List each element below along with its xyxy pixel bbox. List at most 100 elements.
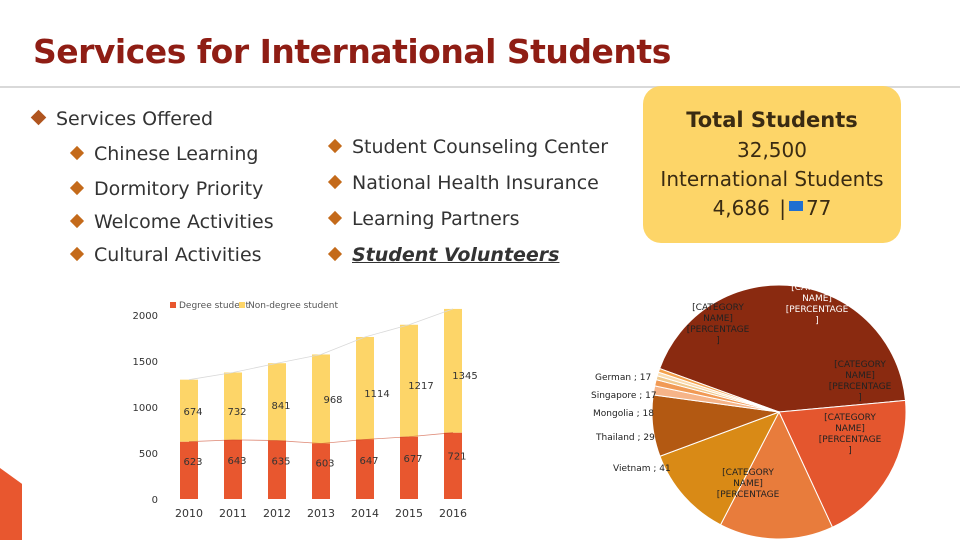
bar-degree-2013 bbox=[312, 443, 330, 499]
service-item-partners: Learning Partners bbox=[327, 208, 520, 230]
diamond-bullet-icon bbox=[327, 138, 343, 154]
bar-degree-2011 bbox=[224, 439, 242, 499]
y-tick-label: 1000 bbox=[133, 403, 158, 414]
total-students-heading: Total Students bbox=[686, 108, 858, 132]
pie-label-line: [PERCENTAGE bbox=[829, 382, 892, 392]
corner-accent bbox=[0, 468, 22, 540]
legend-label: Non-degree student bbox=[248, 301, 338, 311]
international-students-row: 4,686 | 77 bbox=[712, 196, 832, 220]
pie-label-line: NAME] bbox=[703, 314, 733, 324]
diamond-bullet-icon bbox=[327, 246, 343, 262]
pie-label-line: ] bbox=[848, 446, 852, 456]
services-heading-label: Services Offered bbox=[56, 108, 214, 130]
degree-trend-line bbox=[188, 432, 454, 444]
diamond-bullet-icon bbox=[30, 109, 47, 126]
data-label-non-degree: 841 bbox=[271, 401, 290, 412]
legend-label: Degree student bbox=[179, 301, 249, 311]
service-item-counseling: Student Counseling Center bbox=[327, 136, 609, 158]
bar-non-degree-2013 bbox=[312, 354, 330, 444]
bar-degree-2010 bbox=[180, 441, 198, 499]
country-count: 77 bbox=[805, 196, 832, 220]
legend-swatch bbox=[239, 302, 245, 308]
pie-label: [CATEGORY NAME] [PERCENTAGE] bbox=[819, 413, 882, 456]
data-label-degree: 603 bbox=[315, 458, 334, 469]
pie-slice bbox=[659, 284, 907, 413]
pie-label: [CATEGORY NAME] [PERCENTAGE] bbox=[687, 303, 750, 346]
service-item-cultural: Cultural Activities bbox=[69, 244, 262, 266]
pie-label-thailand: Thailand ; 29 bbox=[595, 433, 655, 443]
service-label: Chinese Learning bbox=[94, 143, 259, 165]
service-item-insurance: National Health Insurance bbox=[327, 172, 599, 194]
data-label-non-degree: 674 bbox=[183, 407, 202, 418]
x-tick-label: 2011 bbox=[219, 507, 247, 520]
pie-label-line: [CATEGORY bbox=[834, 360, 886, 370]
bar-degree-2015 bbox=[400, 436, 418, 499]
service-label: Dormitory Priority bbox=[94, 178, 264, 200]
pie-label-line: ] bbox=[858, 393, 862, 403]
diamond-bullet-icon bbox=[327, 210, 343, 226]
x-tick-label: 2013 bbox=[307, 507, 335, 520]
pie-label-line: [PERCENTAGE bbox=[717, 490, 780, 500]
pie-label-line: ] bbox=[815, 316, 819, 326]
pie-label-vietnam: Vietnam ; 41 bbox=[613, 464, 671, 474]
pie-label-line: ] bbox=[716, 336, 720, 346]
data-label-non-degree: 732 bbox=[227, 407, 246, 418]
data-label-non-degree: 1345 bbox=[452, 371, 477, 382]
pie-slice bbox=[659, 411, 781, 526]
services-heading: Services Offered bbox=[30, 108, 214, 130]
service-label: Welcome Activities bbox=[94, 211, 274, 233]
bar-non-degree-2014 bbox=[356, 336, 374, 440]
service-label: Student Counseling Center bbox=[352, 136, 609, 158]
data-label-non-degree: 1114 bbox=[364, 389, 389, 400]
data-label-degree: 677 bbox=[403, 454, 422, 465]
service-item-volunteers: Student Volunteers bbox=[327, 244, 560, 266]
data-label-degree: 643 bbox=[227, 456, 246, 467]
x-tick-label: 2016 bbox=[439, 507, 467, 520]
y-tick-label: 1500 bbox=[133, 357, 158, 368]
bar-non-degree-2011 bbox=[224, 372, 242, 440]
diamond-bullet-icon bbox=[69, 145, 85, 161]
pie-label-german: German ; 17 bbox=[595, 373, 651, 383]
bar-degree-2012 bbox=[268, 440, 286, 499]
legend-swatch bbox=[170, 302, 176, 308]
enrollment-bar-chart: 0 500 1000 1500 2000 Degree studentNon-degree… bbox=[133, 301, 478, 520]
international-students-count: 4,686 bbox=[712, 196, 770, 220]
service-label: Student Volunteers bbox=[352, 244, 560, 266]
pie-label-line: NAME] bbox=[845, 371, 875, 381]
x-tick-label: 2010 bbox=[175, 507, 203, 520]
bar-non-degree-2012 bbox=[268, 363, 286, 441]
flag-icon bbox=[788, 201, 803, 211]
bar-non-degree-2010 bbox=[180, 379, 198, 442]
title-divider bbox=[0, 86, 960, 88]
pie-label-line: [PERCENTAGE bbox=[819, 435, 882, 445]
bar-degree-2016 bbox=[444, 432, 462, 499]
pie-slice bbox=[719, 410, 834, 540]
diamond-bullet-icon bbox=[69, 246, 85, 262]
data-label-degree: 647 bbox=[359, 456, 378, 467]
pie-label-line: NAME] bbox=[802, 294, 832, 304]
diamond-bullet-icon bbox=[69, 180, 85, 196]
total-trend-line bbox=[188, 308, 454, 381]
pie-label-line: [CATEGORY bbox=[692, 303, 744, 313]
bar-degree-2014 bbox=[356, 439, 374, 499]
service-item-dormitory: Dormitory Priority bbox=[69, 178, 264, 200]
page-title: Services for International Students bbox=[33, 32, 671, 71]
data-label-degree: 721 bbox=[447, 452, 466, 463]
pie-label-line: NAME] bbox=[733, 479, 763, 489]
data-label-degree: 623 bbox=[183, 457, 202, 468]
service-item-welcome: Welcome Activities bbox=[69, 211, 274, 233]
pie-slice bbox=[657, 367, 780, 413]
service-label: Cultural Activities bbox=[94, 244, 262, 266]
service-item-chinese: Chinese Learning bbox=[69, 143, 259, 165]
x-tick-label: 2014 bbox=[351, 507, 379, 520]
diamond-bullet-icon bbox=[69, 213, 85, 229]
service-label: Learning Partners bbox=[352, 208, 520, 230]
data-label-non-degree: 968 bbox=[323, 395, 342, 406]
pie-label: [CATEGORY NAME] [PERCENTAGE] bbox=[829, 360, 892, 403]
service-label: National Health Insurance bbox=[352, 172, 599, 194]
pie-label: [CATEGORY NAME] [PERCENTAGE bbox=[717, 468, 780, 500]
bar-non-degree-2016 bbox=[444, 308, 462, 433]
pie-label-line: [CATEGORY bbox=[824, 413, 876, 423]
pie-label-line: [CATEGORY bbox=[791, 283, 843, 293]
bar-non-degree-2015 bbox=[400, 324, 418, 437]
